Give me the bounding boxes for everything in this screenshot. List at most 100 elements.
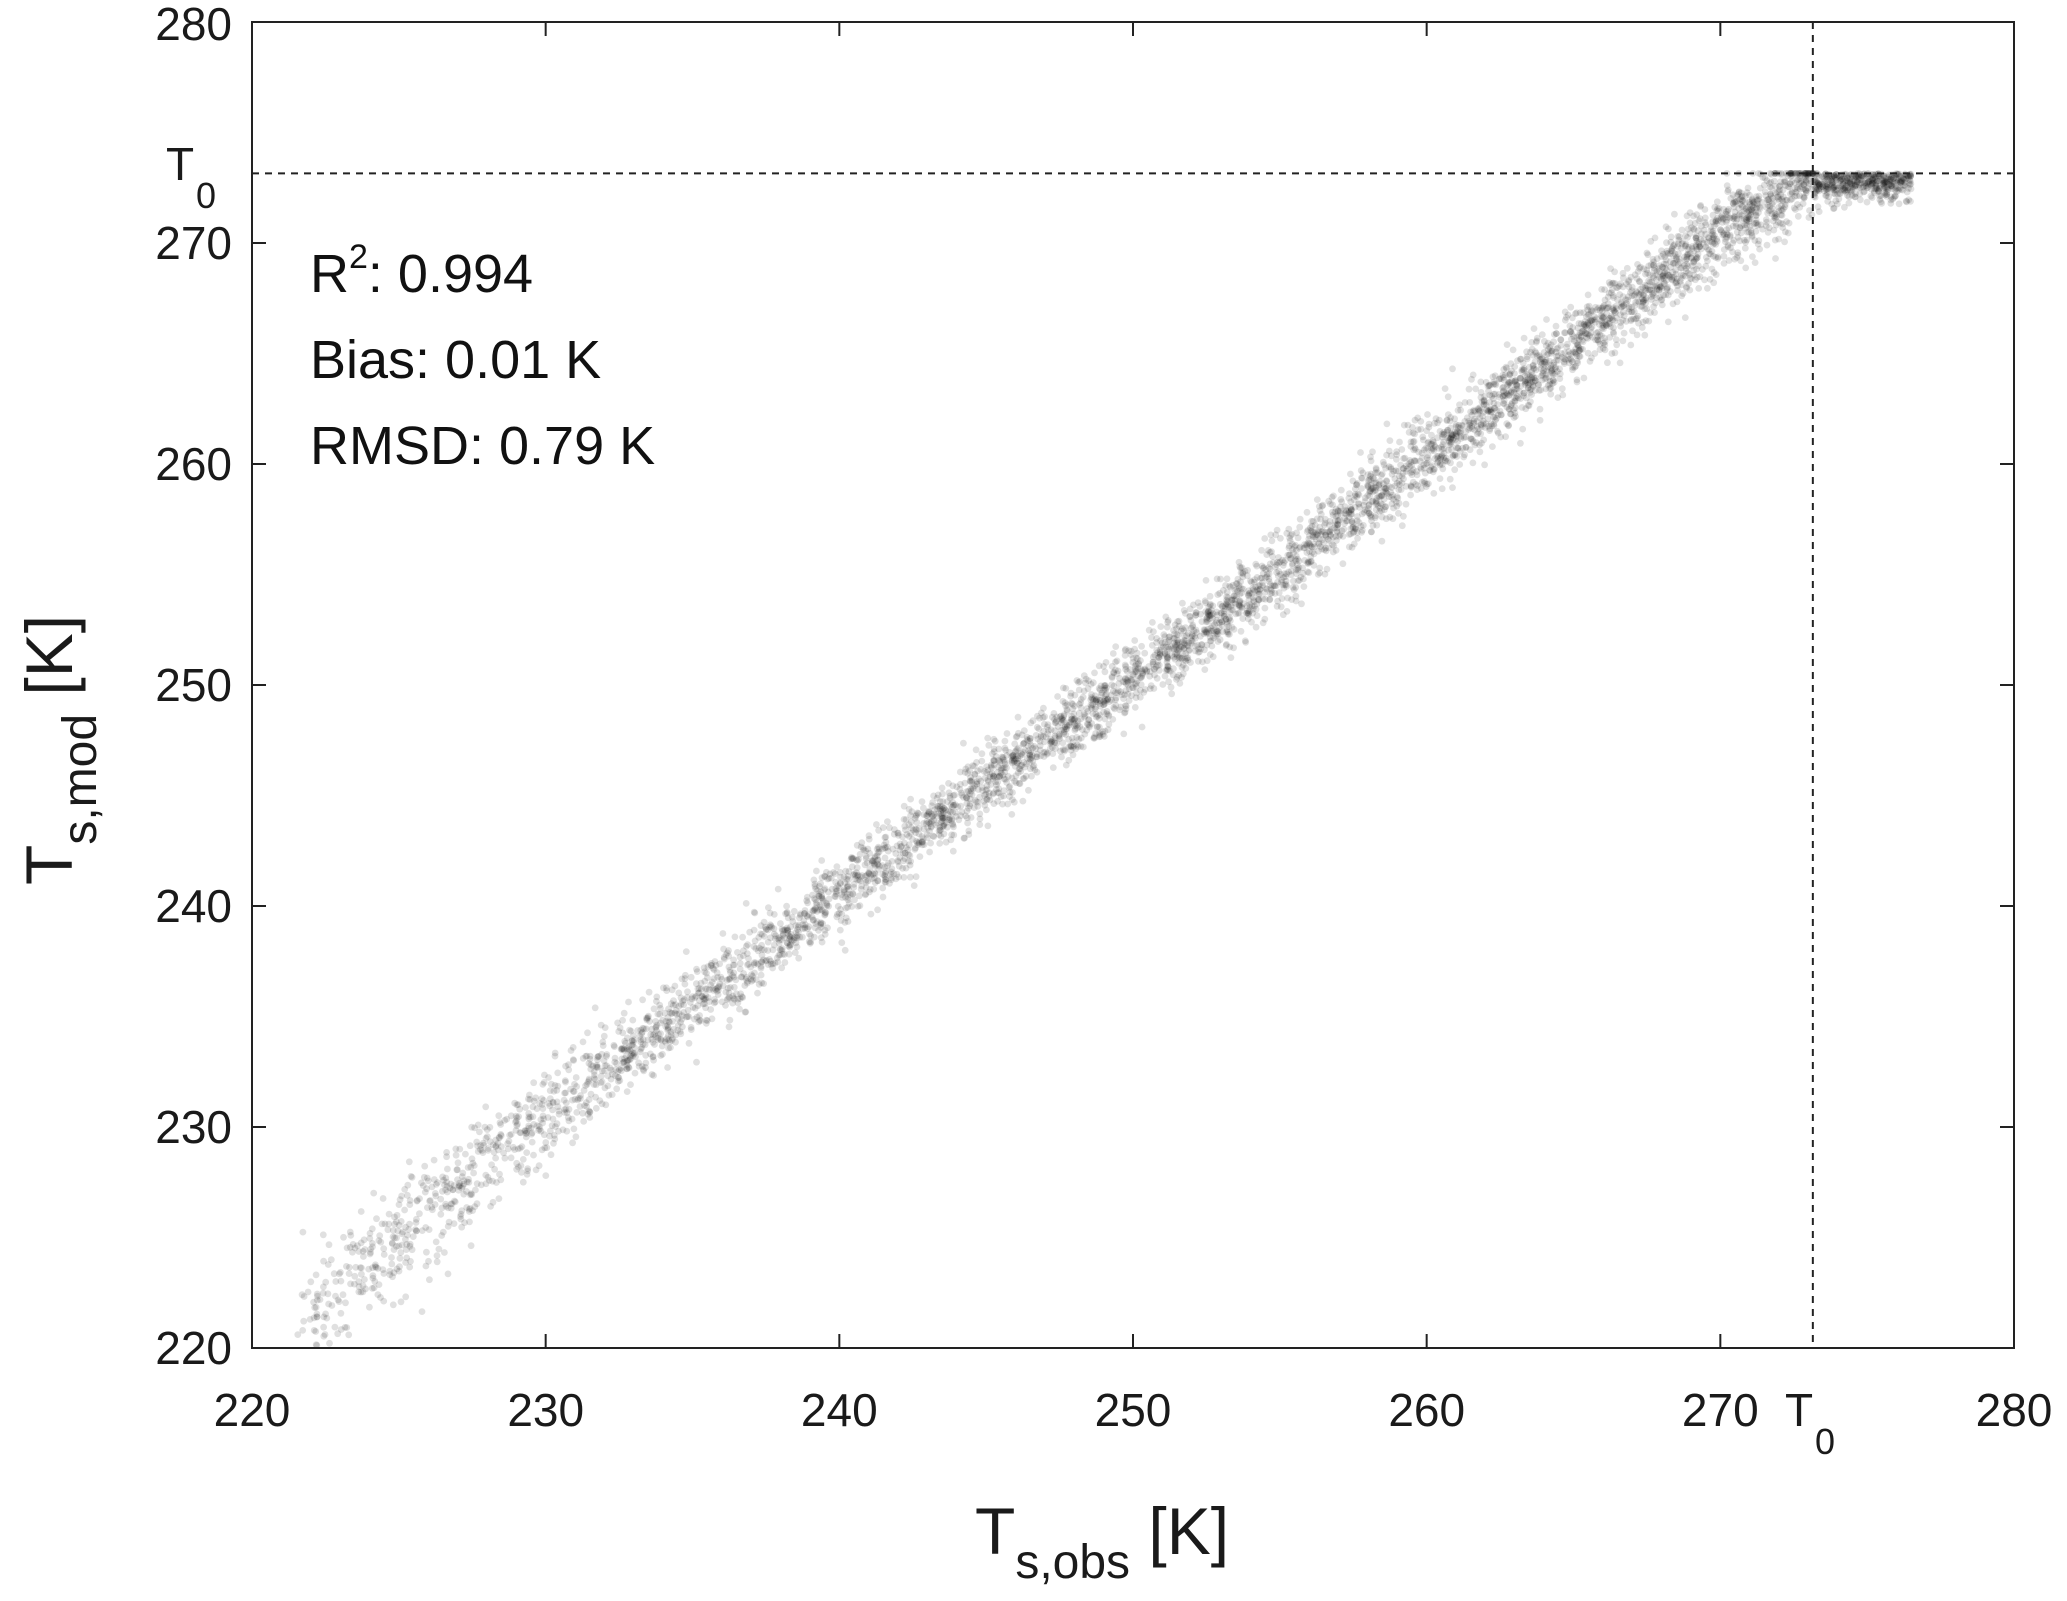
data-point: [1020, 740, 1028, 748]
data-point: [381, 1220, 389, 1228]
data-point: [1353, 528, 1361, 536]
data-point: [853, 841, 861, 849]
data-point: [340, 1233, 347, 1241]
data-point: [331, 1323, 339, 1331]
data-point: [1222, 642, 1230, 649]
data-point: [799, 933, 806, 941]
data-point: [903, 844, 910, 851]
data-point: [1407, 491, 1414, 499]
data-point: [585, 1096, 593, 1103]
data-point: [742, 942, 750, 950]
data-point: [528, 1138, 536, 1146]
data-point: [422, 1262, 430, 1270]
data-point: [907, 818, 915, 826]
data-point: [712, 998, 719, 1006]
data-point: [1762, 222, 1770, 230]
data-point: [1049, 764, 1057, 771]
data-point: [1573, 334, 1581, 341]
data-point: [1542, 358, 1550, 366]
data-point: [1538, 355, 1545, 363]
data-point: [379, 1195, 387, 1202]
data-point: [563, 1127, 571, 1135]
data-point: [1619, 269, 1627, 277]
data-point: [1225, 623, 1233, 630]
data-point: [1580, 309, 1587, 316]
data-point: [1598, 305, 1606, 312]
data-point: [397, 1249, 405, 1256]
data-point: [1658, 273, 1666, 280]
data-point: [1178, 664, 1186, 671]
data-point: [1746, 191, 1753, 199]
data-point: [608, 1091, 616, 1098]
data-point: [513, 1114, 521, 1122]
data-point: [1869, 180, 1876, 188]
data-point: [874, 877, 882, 885]
data-point: [1544, 381, 1552, 389]
data-point: [1040, 749, 1048, 756]
data-point: [457, 1213, 464, 1220]
data-point: [864, 877, 872, 885]
data-point: [1283, 529, 1291, 537]
data-point: [1725, 205, 1732, 213]
data-point: [1734, 251, 1742, 259]
data-point: [396, 1196, 404, 1203]
data-point: [1164, 663, 1172, 671]
data-point: [571, 1080, 578, 1088]
data-point: [1441, 385, 1449, 392]
data-point: [1438, 433, 1446, 441]
data-point: [1468, 425, 1476, 433]
data-point: [1870, 179, 1878, 187]
data-point: [1841, 184, 1849, 192]
data-point: [1764, 228, 1772, 236]
data-point: [1113, 670, 1121, 678]
data-point: [957, 789, 965, 797]
data-point: [813, 901, 821, 909]
data-point: [1321, 546, 1328, 554]
data-point: [1425, 456, 1432, 464]
data-point: [492, 1143, 500, 1150]
data-point: [625, 1056, 632, 1064]
data-point: [899, 833, 906, 841]
data-point: [1712, 253, 1720, 261]
data-point: [564, 1114, 572, 1121]
data-point: [1743, 216, 1751, 224]
data-point: [835, 884, 843, 892]
data-point: [1376, 478, 1384, 485]
data-point: [1168, 690, 1176, 698]
data-point: [1451, 466, 1459, 474]
data-point: [969, 762, 977, 769]
data-point: [1237, 578, 1244, 586]
data-point: [1264, 547, 1272, 554]
data-point: [957, 780, 964, 788]
data-point: [1419, 433, 1427, 441]
data-point: [1474, 405, 1482, 412]
data-point: [1725, 257, 1733, 264]
data-point: [1313, 515, 1321, 523]
data-point: [693, 968, 701, 975]
data-point: [1180, 607, 1188, 614]
data-point: [1391, 482, 1399, 490]
data-point: [844, 873, 852, 880]
data-point: [817, 906, 825, 913]
data-point: [1662, 256, 1670, 264]
data-point: [444, 1165, 451, 1173]
data-point: [835, 909, 843, 917]
data-point: [1506, 370, 1514, 377]
data-point: [923, 831, 931, 838]
data-point: [913, 826, 920, 834]
data-point: [1268, 586, 1275, 594]
data-point: [1267, 581, 1274, 589]
data-point: [443, 1182, 451, 1190]
data-point: [828, 885, 836, 893]
data-point: [1086, 722, 1093, 729]
data-point: [1731, 208, 1739, 216]
data-point: [1373, 521, 1381, 529]
data-point: [862, 890, 870, 898]
data-point: [1653, 285, 1661, 293]
data-point: [1905, 172, 1913, 180]
data-point: [1266, 565, 1274, 573]
data-point: [1378, 501, 1386, 508]
data-point: [1002, 776, 1009, 783]
data-point: [1239, 573, 1247, 581]
data-point: [1503, 341, 1511, 348]
